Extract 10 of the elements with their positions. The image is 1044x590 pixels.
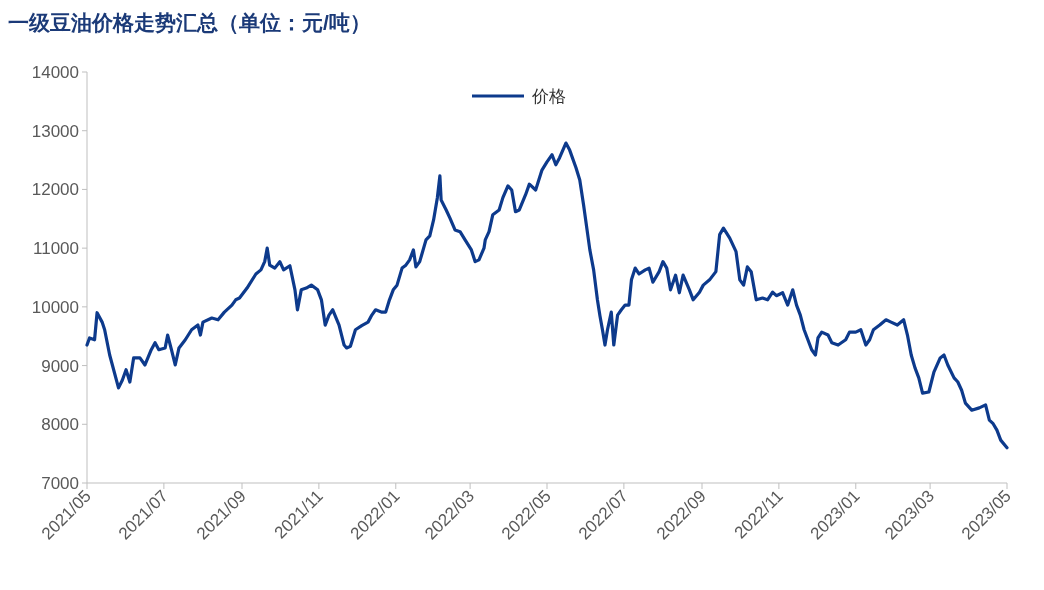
legend-label: 价格 xyxy=(531,87,566,106)
y-tick-label: 11000 xyxy=(32,239,79,259)
chart-title: 一级豆油价格走势汇总（单位：元/吨） xyxy=(8,11,371,34)
y-tick-label: 12000 xyxy=(31,180,79,200)
y-tick-label: 8000 xyxy=(41,415,79,435)
y-tick-label: 7000 xyxy=(41,474,79,493)
y-tick-label: 14000 xyxy=(31,63,79,82)
y-tick-label: 9000 xyxy=(41,356,79,376)
y-tick-label: 10000 xyxy=(31,297,79,317)
y-tick-label: 13000 xyxy=(31,121,79,141)
